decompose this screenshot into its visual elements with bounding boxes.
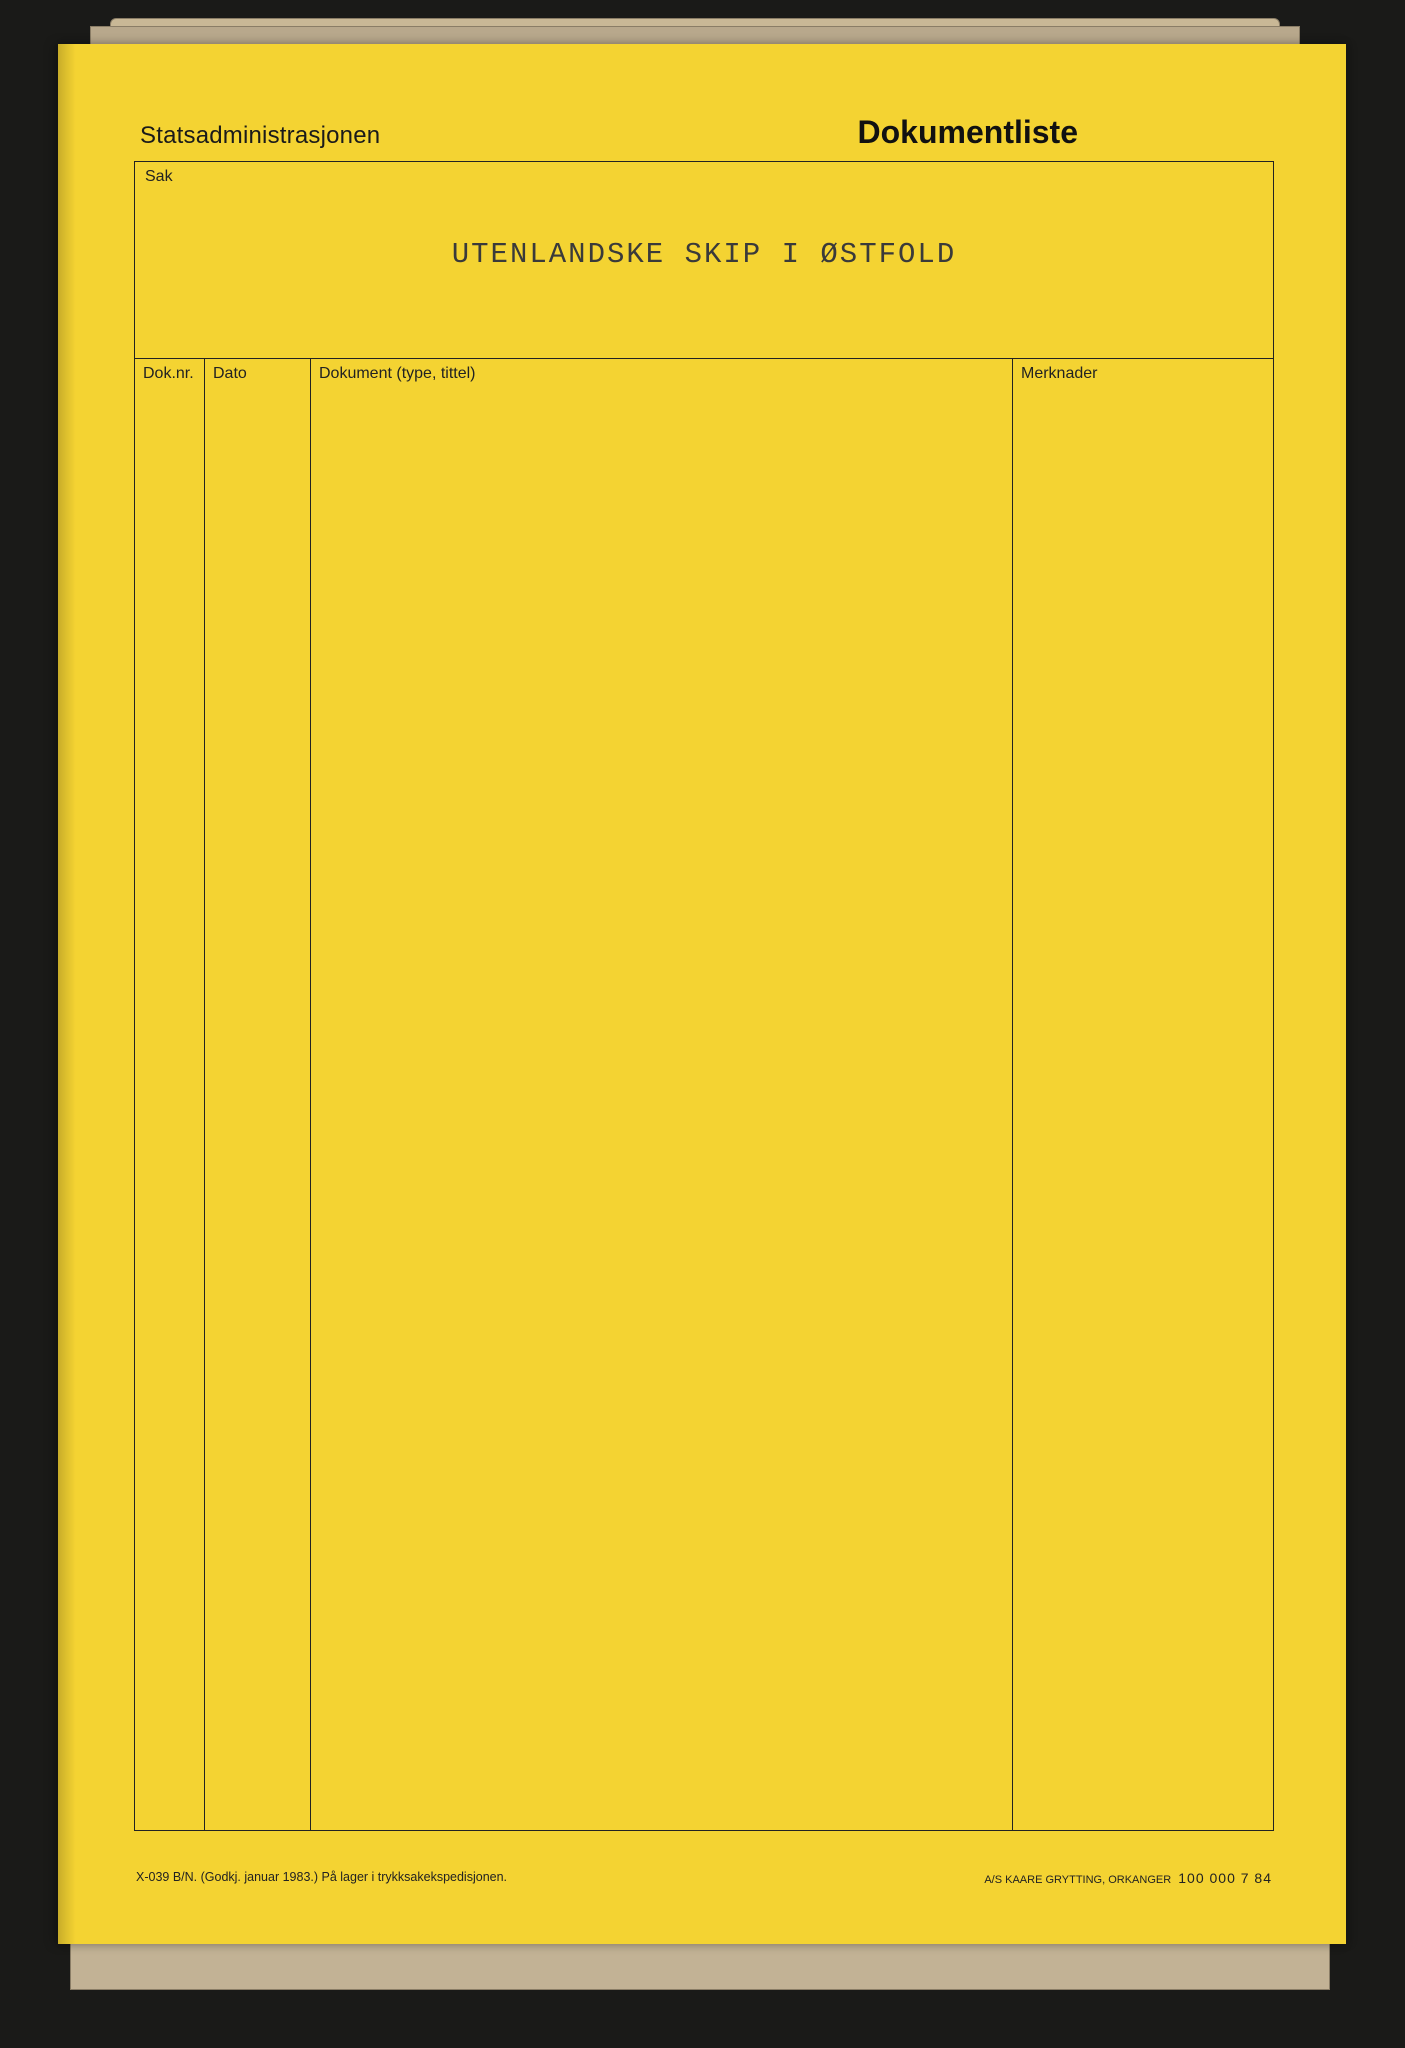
form-area: Statsadministrasjonen Dokumentliste Sak … <box>134 114 1274 1858</box>
form-title: Dokumentliste <box>858 114 1078 151</box>
column-header-dokument: Dokument (type, tittel) <box>319 365 1004 383</box>
sak-box: Sak UTENLANDSKE SKIP I ØSTFOLD <box>134 161 1274 359</box>
document-table: Dok.nr. Dato Dokument (type, tittel) Mer… <box>134 359 1274 1831</box>
footer-print-number: 100 000 7 84 <box>1178 1870 1272 1886</box>
column-dato: Dato <box>205 359 311 1830</box>
column-merknader: Merknader <box>1013 359 1273 1830</box>
footer-printer-name: A/S KAARE GRYTTING, ORKANGER <box>984 1874 1171 1886</box>
column-header-dato: Dato <box>213 365 302 383</box>
form-footer: X-039 B/N. (Godkj. januar 1983.) På lage… <box>136 1870 1272 1886</box>
column-header-merknader: Merknader <box>1021 365 1265 383</box>
form-header: Statsadministrasjonen Dokumentliste <box>134 114 1274 151</box>
document-page: Statsadministrasjonen Dokumentliste Sak … <box>58 44 1346 1944</box>
org-name: Statsadministrasjonen <box>140 122 380 150</box>
footer-form-id: X-039 B/N. (Godkj. januar 1983.) På lage… <box>136 1870 507 1886</box>
sak-content: UTENLANDSKE SKIP I ØSTFOLD <box>145 238 1263 271</box>
column-dokument: Dokument (type, tittel) <box>311 359 1013 1830</box>
column-doknr: Dok.nr. <box>135 359 205 1830</box>
sak-label: Sak <box>145 168 1263 186</box>
footer-printer: A/S KAARE GRYTTING, ORKANGER 100 000 7 8… <box>984 1870 1272 1886</box>
column-header-doknr: Dok.nr. <box>143 365 196 383</box>
